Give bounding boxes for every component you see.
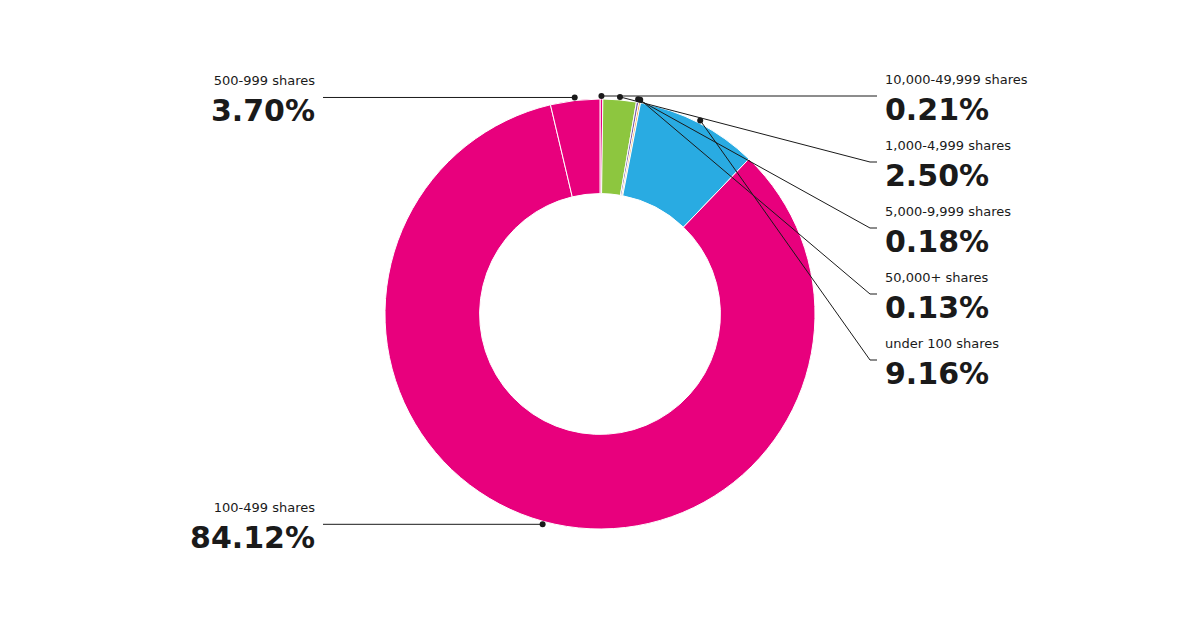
value-label: 0.18% (885, 224, 989, 259)
leader-dot (637, 97, 643, 103)
category-label: under 100 shares (885, 336, 999, 351)
value-label: 0.13% (885, 290, 989, 325)
category-label: 500-999 shares (214, 73, 315, 88)
leader-dot (697, 117, 703, 123)
value-label: 84.12% (190, 520, 315, 555)
category-label: 1,000-4,999 shares (885, 138, 1011, 153)
leader-dot (540, 521, 546, 527)
slices (385, 99, 815, 529)
leader-line (640, 100, 877, 294)
category-label: 100-499 shares (214, 500, 315, 515)
slice (550, 99, 600, 197)
value-label: 2.50% (885, 158, 989, 193)
leader-line (323, 524, 543, 525)
chart-container: 10,000-49,999 shares 0.21% 1,000-4,999 sha… (0, 0, 1200, 628)
leader-dot (598, 93, 604, 99)
labels: 10,000-49,999 shares 0.21% 1,000-4,999 sha… (190, 72, 1028, 555)
leader-line (323, 97, 575, 98)
category-label: 5,000-9,999 shares (885, 204, 1011, 219)
category-label: 50,000+ shares (885, 270, 989, 285)
leader-line (638, 99, 877, 228)
chart-svg: 10,000-49,999 shares 0.21% 1,000-4,999 sha… (0, 0, 1200, 628)
leader-dot (572, 94, 578, 100)
leader-line (601, 96, 877, 97)
leader-dot (617, 94, 623, 100)
value-label: 3.70% (211, 93, 315, 128)
leader-line (700, 120, 877, 360)
category-label: 10,000-49,999 shares (885, 72, 1028, 87)
value-label: 9.16% (885, 356, 989, 391)
leader-line (620, 97, 877, 162)
value-label: 0.21% (885, 92, 989, 127)
